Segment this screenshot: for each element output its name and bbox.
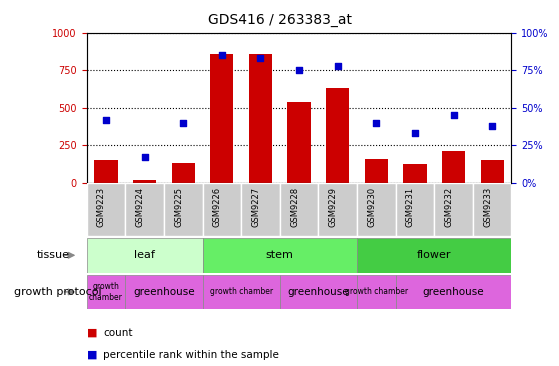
Text: growth protocol: growth protocol	[14, 287, 102, 297]
Bar	[210, 54, 234, 183]
Bar	[434, 183, 473, 236]
Bar	[133, 180, 156, 183]
Bar	[125, 274, 202, 309]
Point	[256, 56, 265, 61]
Bar	[396, 274, 511, 309]
Bar	[287, 102, 311, 183]
Text: GSM9231: GSM9231	[406, 187, 415, 227]
Bar	[249, 54, 272, 183]
Point	[217, 52, 226, 58]
Text: GSM9228: GSM9228	[290, 187, 299, 227]
Text: leaf: leaf	[134, 250, 155, 260]
Bar	[442, 151, 465, 183]
Point	[487, 123, 496, 129]
Text: ■: ■	[87, 350, 97, 360]
Bar	[202, 274, 280, 309]
Text: greenhouse: greenhouse	[423, 287, 484, 297]
Text: GSM9233: GSM9233	[483, 187, 492, 228]
Bar	[404, 164, 427, 183]
Text: ■: ■	[87, 328, 97, 338]
Bar	[280, 183, 319, 236]
Bar	[87, 274, 125, 309]
Text: percentile rank within the sample: percentile rank within the sample	[103, 350, 280, 360]
Bar	[326, 89, 349, 183]
Text: stem: stem	[266, 250, 293, 260]
Point	[449, 113, 458, 119]
Bar	[125, 183, 164, 236]
Bar	[202, 183, 241, 236]
Text: GSM9230: GSM9230	[367, 187, 376, 227]
Bar	[172, 164, 195, 183]
Point	[333, 63, 342, 69]
Point	[295, 67, 304, 73]
Text: GSM9225: GSM9225	[174, 187, 183, 227]
Bar	[357, 274, 396, 309]
Point	[372, 120, 381, 126]
Bar	[202, 238, 357, 273]
Bar	[241, 183, 280, 236]
Text: growth chamber: growth chamber	[345, 287, 408, 296]
Bar	[364, 159, 388, 183]
Text: GSM9224: GSM9224	[136, 187, 145, 227]
Bar	[473, 183, 511, 236]
Text: greenhouse: greenhouse	[133, 287, 195, 297]
Bar	[357, 238, 511, 273]
Text: GSM9227: GSM9227	[252, 187, 260, 227]
Text: flower: flower	[417, 250, 452, 260]
Point	[102, 117, 111, 123]
Text: GSM9229: GSM9229	[329, 187, 338, 227]
Bar	[357, 183, 396, 236]
Text: growth
chamber: growth chamber	[89, 282, 123, 302]
Text: growth chamber: growth chamber	[210, 287, 273, 296]
Text: GSM9223: GSM9223	[97, 187, 106, 227]
Bar	[396, 183, 434, 236]
Point	[179, 120, 188, 126]
Text: tissue: tissue	[36, 250, 69, 260]
Bar	[94, 160, 117, 183]
Bar	[319, 183, 357, 236]
Text: count: count	[103, 328, 133, 338]
Text: GDS416 / 263383_at: GDS416 / 263383_at	[207, 13, 352, 27]
Text: GSM9232: GSM9232	[444, 187, 453, 227]
Text: greenhouse: greenhouse	[287, 287, 349, 297]
Point	[140, 154, 149, 160]
Bar	[87, 238, 202, 273]
Point	[410, 131, 419, 137]
Bar	[87, 183, 125, 236]
Bar	[280, 274, 357, 309]
Bar	[164, 183, 202, 236]
Text: GSM9226: GSM9226	[213, 187, 222, 227]
Bar	[481, 160, 504, 183]
